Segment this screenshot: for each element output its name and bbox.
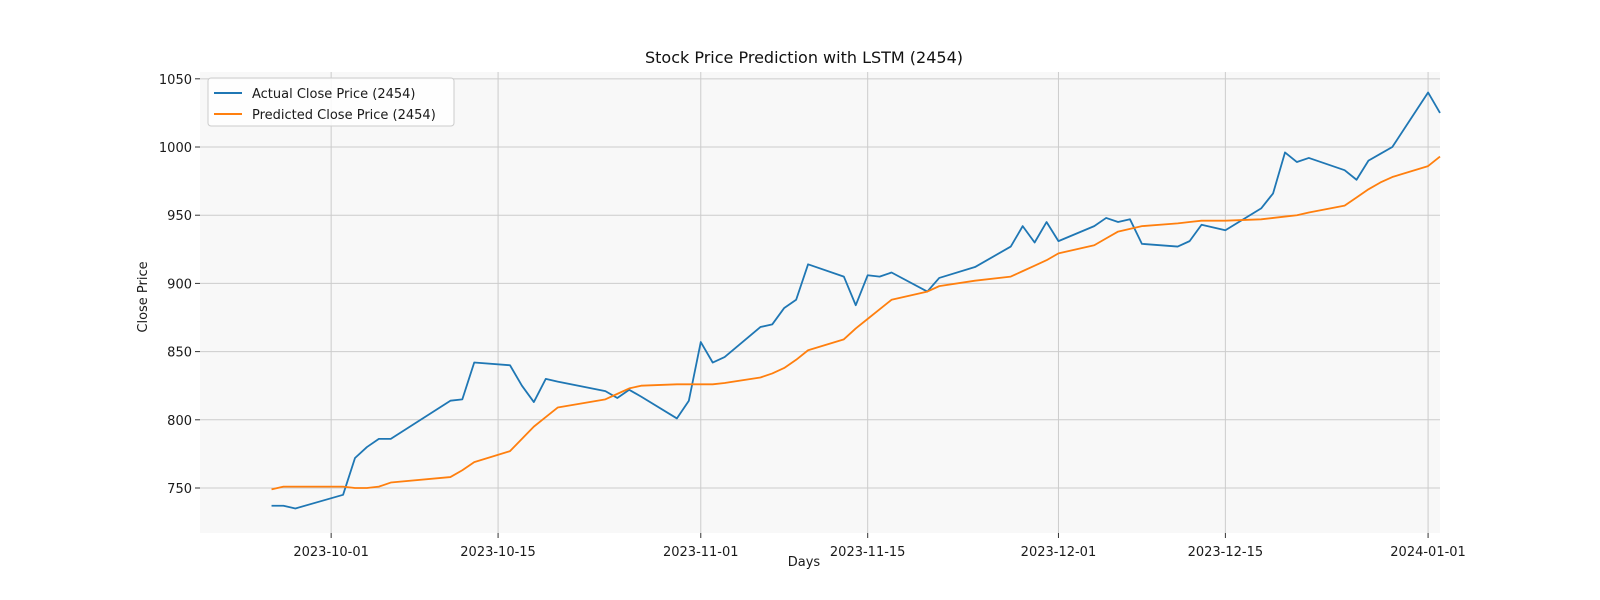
chart-title: Stock Price Prediction with LSTM (2454) [645,48,963,67]
y-tick-label: 1050 [159,73,192,88]
predicted-price-line [271,155,1441,491]
legend-label: Actual Close Price (2454) [252,87,415,102]
actual-price-line [271,91,1441,510]
series-lines [271,91,1441,510]
grid [200,72,1440,533]
y-axis-label: Close Price [136,261,151,332]
x-tick-label: 2023-12-01 [1021,545,1097,560]
x-tick-label: 2023-10-01 [293,545,369,560]
y-tick-label: 850 [167,346,192,361]
x-tick-label: 2023-10-15 [460,545,536,560]
y-tick-label: 800 [167,414,192,429]
axes: 750 800 850 900 950 1000 1050 2023-10-01 2023-10… [159,73,1466,560]
legend-box [207,77,455,127]
y-tick-label: 950 [167,209,192,224]
x-tick-label: 2023-12-15 [1188,545,1264,560]
x-axis-label: Days [788,555,821,570]
legend: Actual Close Price (2454) Predicted Close… [207,77,455,127]
x-tick-label: 2024-01-01 [1390,545,1466,560]
x-tick-label: 2023-11-15 [830,545,906,560]
x-tick-label: 2023-11-01 [663,545,739,560]
y-tick-label: 900 [167,277,192,292]
y-tick-label: 1000 [159,141,192,156]
legend-label: Predicted Close Price (2454) [252,108,436,123]
y-tick-label: 750 [167,482,192,497]
plot-area [200,72,1440,533]
